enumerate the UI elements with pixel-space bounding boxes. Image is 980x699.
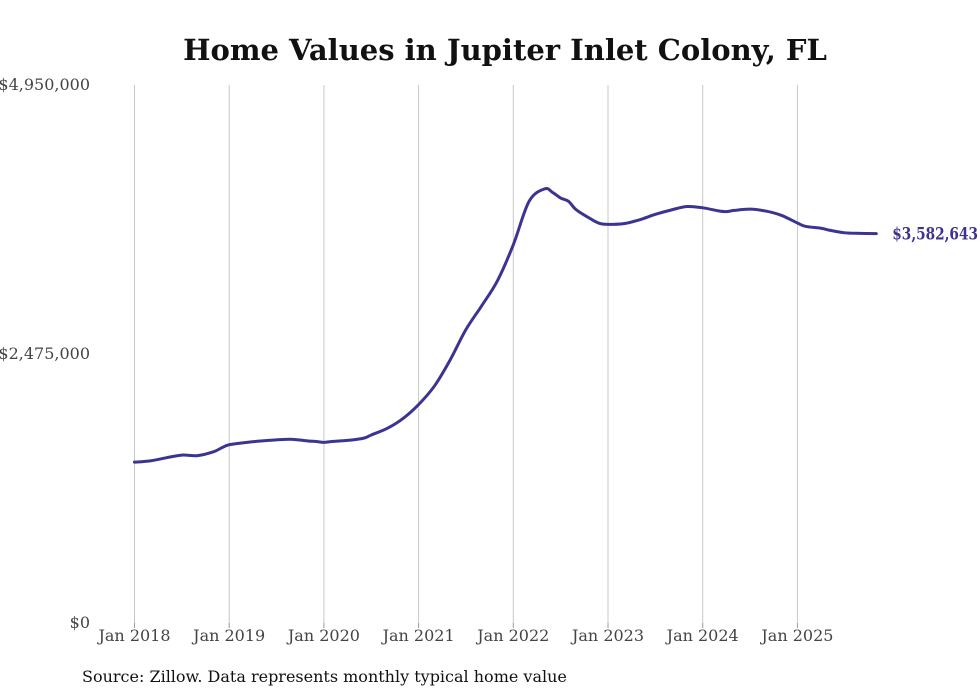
x-axis: Jan 2018 Jan 2019 Jan 2020 Jan 2021 Jan 2022… [96, 623, 833, 645]
y-tick-label-0: $0 [70, 613, 90, 632]
x-tick-label-0: Jan 2018 [96, 626, 170, 645]
series-line-0 [133, 186, 878, 464]
x-tick-label-2: Jan 2020 [286, 626, 360, 645]
x-tick-label-3: Jan 2021 [381, 626, 455, 645]
chart-title: Home Values in Jupiter Inlet Colony, FL [183, 33, 827, 67]
y-tick-label-2: $4,950,000 [0, 75, 90, 94]
y-axis: $0 $2,475,000 $4,950,000 [0, 75, 90, 632]
series-group: $3,582,643 [133, 186, 978, 464]
gridlines [134, 85, 798, 623]
x-tick-label-6: Jan 2024 [665, 626, 739, 645]
x-tick-label-7: Jan 2025 [759, 626, 833, 645]
x-tick-label-1: Jan 2019 [191, 626, 265, 645]
x-tick-label-5: Jan 2023 [570, 626, 644, 645]
end-value-label: $3,582,643 [892, 225, 978, 245]
source-note: Source: Zillow. Data represents monthly … [82, 667, 567, 686]
x-tick-label-4: Jan 2022 [475, 626, 549, 645]
y-tick-label-1: $2,475,000 [0, 344, 90, 363]
